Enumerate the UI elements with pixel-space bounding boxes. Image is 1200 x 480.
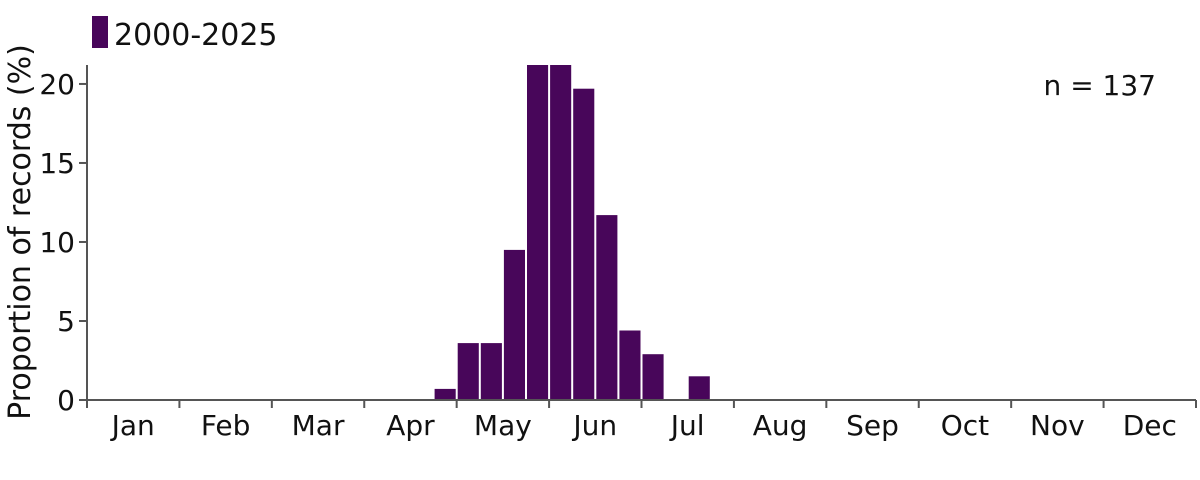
x-tick-label-jun: Jun [571,409,617,442]
legend: 2000-2025 [92,16,278,53]
x-tick-label-sep: Sep [846,409,899,442]
bar [503,249,525,400]
bars-group [434,65,710,400]
x-tick-label-mar: Mar [292,409,345,442]
y-axis: 0 5 10 15 20 [39,65,88,417]
bar [434,388,456,400]
bar [457,343,479,400]
bar [596,215,618,400]
x-tick-label-nov: Nov [1030,409,1085,442]
x-tick-label-feb: Feb [201,409,251,442]
x-axis: Jan Feb Mar Apr May Jun Jul Aug Sep Oct Nov Dec [86,399,1197,442]
bar [619,330,641,400]
x-tick-label-jan: Jan [110,409,155,442]
x-tick-label-may: May [474,409,532,442]
legend-label: 2000-2025 [114,18,278,53]
y-tick-label: 0 [57,384,75,417]
y-tick-label: 20 [39,68,75,101]
bar [550,65,572,400]
bar [527,65,549,400]
bar [688,376,710,400]
x-tick-label-dec: Dec [1123,409,1177,442]
bar [642,354,664,400]
bar [480,343,502,400]
x-tick-label-jul: Jul [669,409,705,442]
y-tick-label: 10 [39,226,75,259]
y-tick-label: 5 [57,305,75,338]
x-tick-label-oct: Oct [941,409,989,442]
x-tick-label-aug: Aug [753,409,808,442]
legend-swatch [92,16,108,48]
x-tick-label-apr: Apr [386,409,435,442]
sample-size-annotation: n = 137 [1044,69,1156,102]
y-axis-title: Proportion of records (%) [3,44,38,420]
bar [573,88,595,400]
y-tick-label: 15 [39,147,75,180]
